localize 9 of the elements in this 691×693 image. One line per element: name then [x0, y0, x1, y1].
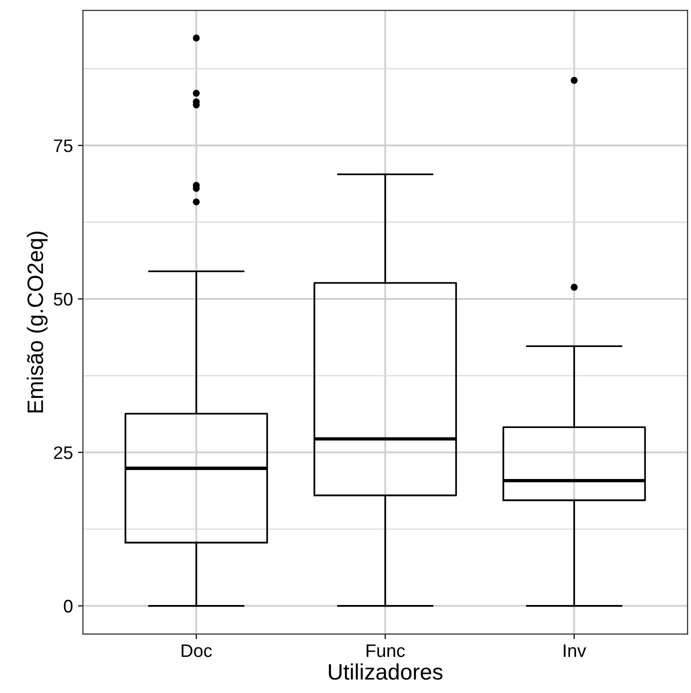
y-tick-label: 50 — [54, 292, 72, 306]
x-tick-label: Inv — [564, 644, 586, 657]
y-tick-label: 25 — [54, 446, 72, 460]
x-tick-label: Func — [366, 644, 405, 658]
x-axis-title: Utilizadores — [328, 663, 442, 680]
y-tick-label: 0 — [64, 600, 72, 613]
y-axis-title: Emisão (g.CO2eq) — [26, 232, 48, 412]
x-tick-label: Doc — [182, 644, 212, 658]
y-tick-label: 75 — [54, 140, 72, 152]
